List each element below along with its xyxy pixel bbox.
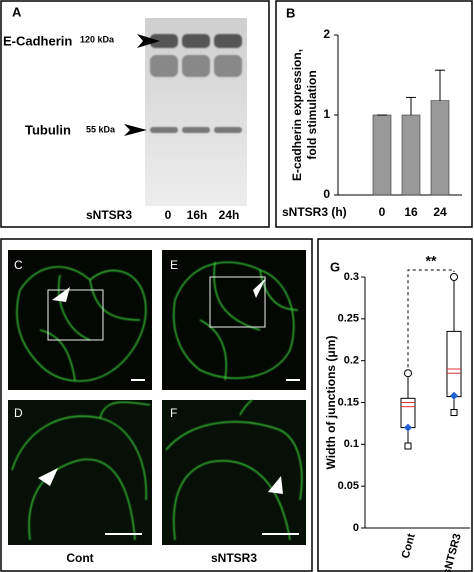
y-tick-label: 0 [323,187,330,201]
blot-bands [150,34,242,133]
x-axis-label: sNTSR3 (h) [282,205,347,219]
band-label: E-Cadherin [3,33,72,48]
y-tick-label: 0 [353,522,359,534]
x-tick-label: 24 [433,205,447,219]
significance-label: ** [426,253,437,269]
y-tick-label: 0.2 [344,355,359,367]
band-label: Tubulin [25,122,71,137]
y-axis-label: fold stimulation [305,70,319,159]
bar [372,114,392,196]
arrow [137,34,160,48]
y-tick-label: 0.25 [338,313,359,325]
condition-label: Cont [66,551,93,565]
panel-label: B [286,5,295,20]
x-tick-label: 0 [379,205,386,219]
treatment-label: sNTSR3 [86,208,132,222]
panel-label: A [12,4,22,19]
min-marker [404,442,412,450]
band-size: 55 kDa [86,124,116,134]
significance-bracket [407,269,455,368]
y-tick-label: 1 [323,107,330,121]
condition-label: sNTSR3 [211,551,257,565]
min-marker [450,409,458,417]
y-axis-label: Width of junctions (μm) [324,336,338,470]
y-tick-label: 2 [323,27,330,41]
panel-frame [275,0,473,228]
arrow [124,124,147,136]
lane-label: 24h [219,208,240,222]
diamond-marker [404,423,412,432]
y-tick-label: 0.3 [344,271,359,283]
panel-frame [317,238,473,572]
y-tick-label: 0.15 [338,396,359,408]
lane-label: 16h [187,208,208,222]
y-tick-label: 0.05 [338,480,359,492]
panel-label: F [170,406,177,420]
lane-label: 0 [165,208,172,222]
box [446,330,462,398]
x-tick-label: sNTSR3 [441,532,464,572]
panel-frame [0,0,270,228]
max-marker [404,369,412,378]
blot [145,18,247,206]
bar [430,100,450,196]
panel-label: C [14,258,23,272]
panel-label: D [14,406,23,420]
y-axis-label: E-cadherin expression, [290,49,304,181]
diamond-marker [450,391,458,400]
x-tick-label: 16 [404,205,418,219]
panel-label: G [330,259,340,274]
x-tick-label: Cont [400,532,418,560]
panel-frame [0,238,313,572]
max-marker [450,273,458,281]
micrographs [8,250,306,545]
band-size: 120 kDa [80,34,115,44]
panel-label: E [170,258,178,272]
bar [401,114,421,196]
y-tick-label: 0.1 [344,438,359,450]
